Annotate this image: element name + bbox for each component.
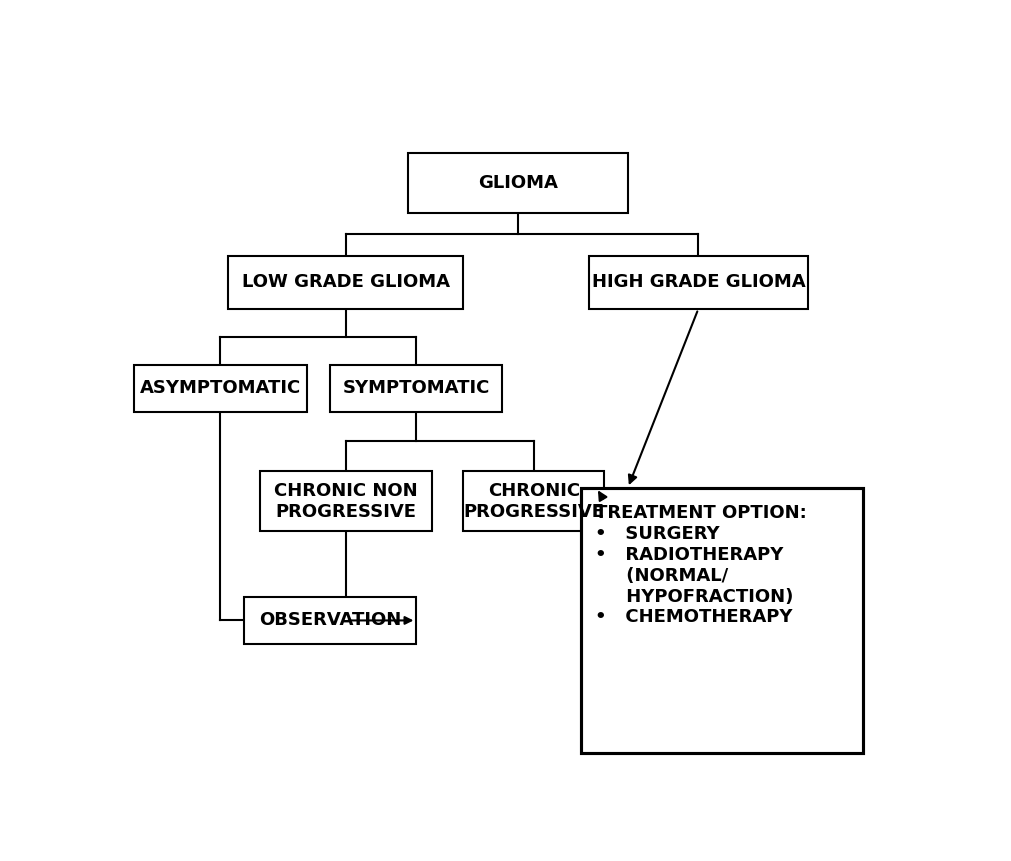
- FancyBboxPatch shape: [134, 365, 306, 412]
- FancyBboxPatch shape: [228, 256, 463, 309]
- Text: CHRONIC
PROGRESSIVE: CHRONIC PROGRESSIVE: [463, 481, 605, 521]
- Text: LOW GRADE GLIOMA: LOW GRADE GLIOMA: [242, 273, 450, 291]
- Text: OBSERVATION: OBSERVATION: [259, 611, 401, 629]
- FancyBboxPatch shape: [580, 488, 863, 753]
- Text: TREATMENT OPTION:
•   SURGERY
•   RADIOTHERAPY
     (NORMAL/
     HYPOFRACTION)
: TREATMENT OPTION: • SURGERY • RADIOTHERA…: [594, 505, 807, 627]
- FancyBboxPatch shape: [463, 471, 605, 531]
- FancyBboxPatch shape: [588, 256, 808, 309]
- FancyBboxPatch shape: [244, 598, 417, 644]
- FancyBboxPatch shape: [408, 153, 628, 213]
- Text: ASYMPTOMATIC: ASYMPTOMATIC: [140, 380, 301, 398]
- Text: HIGH GRADE GLIOMA: HIGH GRADE GLIOMA: [591, 273, 805, 291]
- FancyBboxPatch shape: [260, 471, 432, 531]
- FancyBboxPatch shape: [330, 365, 502, 412]
- Text: SYMPTOMATIC: SYMPTOMATIC: [343, 380, 490, 398]
- Text: GLIOMA: GLIOMA: [478, 174, 558, 192]
- Text: CHRONIC NON
PROGRESSIVE: CHRONIC NON PROGRESSIVE: [274, 481, 418, 521]
